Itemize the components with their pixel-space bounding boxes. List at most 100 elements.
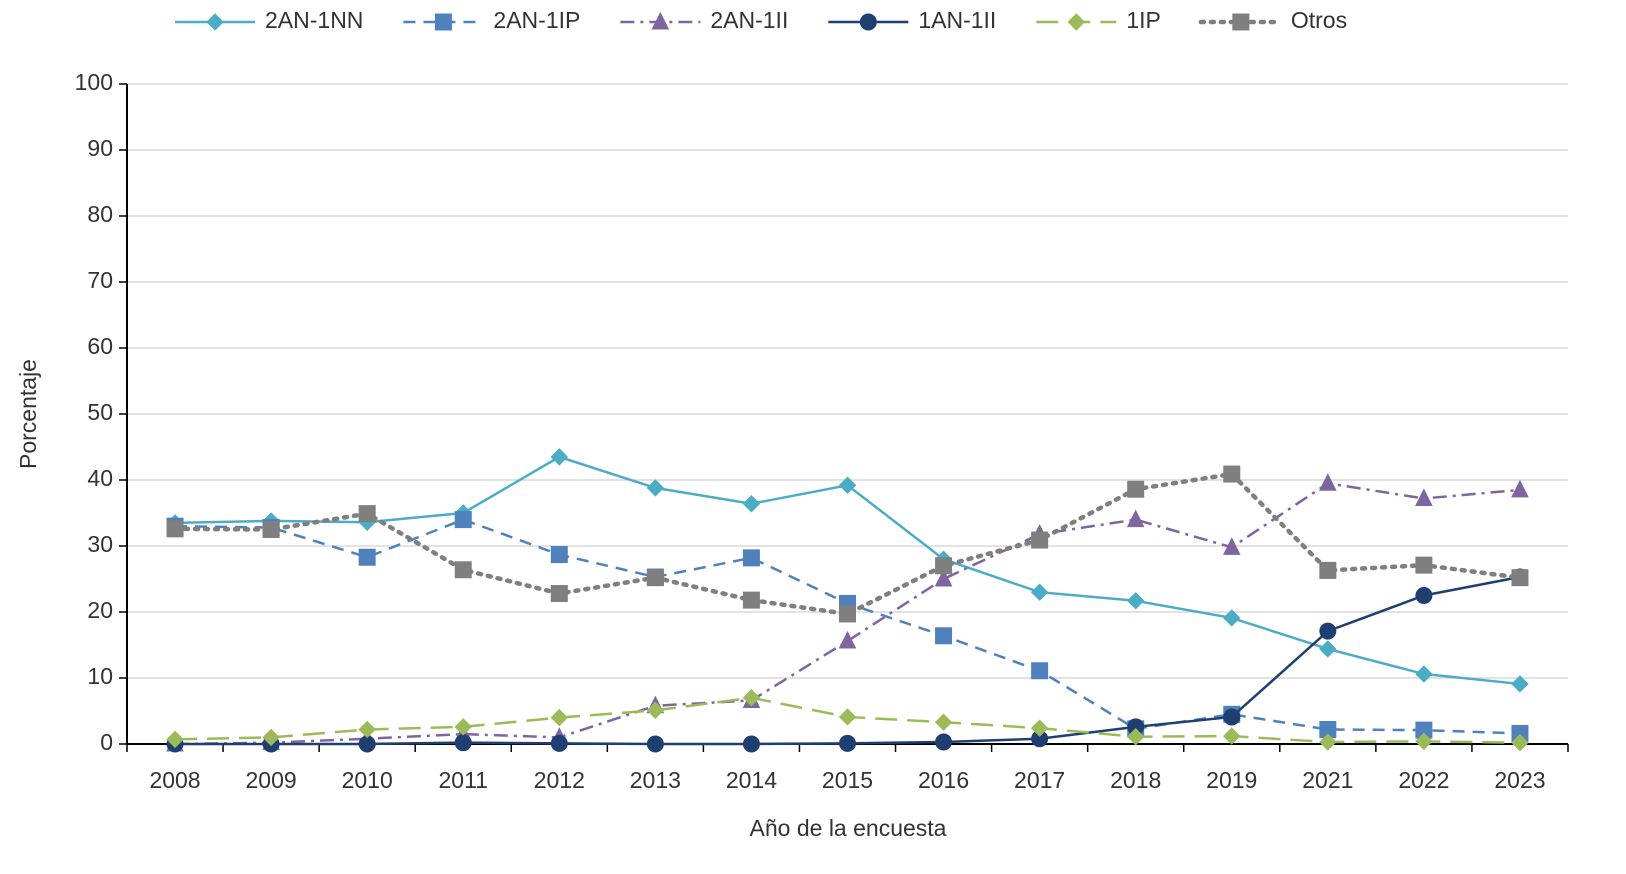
- marker: [651, 11, 670, 30]
- marker: [1223, 465, 1241, 483]
- marker: [434, 13, 452, 31]
- x-tick-label: 2018: [1110, 767, 1161, 793]
- marker: [646, 479, 665, 497]
- marker: [838, 630, 857, 649]
- marker: [358, 720, 376, 739]
- x-tick-label: 2019: [1206, 767, 1257, 793]
- x-tick-label: 2014: [726, 767, 777, 793]
- marker: [1319, 473, 1337, 491]
- marker: [1030, 719, 1049, 737]
- legend-item: 2AN-1IP: [403, 7, 580, 33]
- x-tick-label: 2015: [822, 767, 873, 793]
- marker: [1031, 662, 1049, 680]
- marker: [550, 448, 569, 466]
- legend-item: Otros: [1198, 7, 1347, 33]
- marker: [742, 689, 761, 707]
- marker: [1223, 609, 1241, 627]
- marker: [1067, 13, 1086, 31]
- x-tick-label: 2010: [342, 767, 393, 793]
- marker: [550, 734, 568, 752]
- marker: [454, 511, 472, 529]
- marker: [839, 734, 856, 752]
- y-tick-label: 80: [87, 201, 113, 227]
- y-tick-label: 50: [87, 399, 113, 425]
- marker: [358, 505, 376, 523]
- legend-label: Otros: [1291, 7, 1347, 33]
- x-tick-label: 2017: [1014, 767, 1065, 793]
- marker: [1511, 479, 1529, 498]
- x-tick-label: 2009: [246, 767, 297, 793]
- series-line: [175, 481, 1521, 746]
- marker: [1031, 531, 1049, 549]
- y-tick-label: 100: [75, 69, 113, 95]
- x-tick-label: 2021: [1302, 767, 1353, 793]
- series-line: [175, 518, 1521, 735]
- marker: [1030, 583, 1049, 601]
- series-line: [172, 471, 1523, 617]
- marker: [166, 730, 184, 749]
- marker: [206, 13, 224, 31]
- legend-label: 1AN-1II: [918, 7, 996, 33]
- marker: [550, 585, 568, 603]
- legend-item: 2AN-1II: [620, 7, 788, 33]
- marker: [1511, 733, 1529, 752]
- marker: [1222, 537, 1241, 555]
- marker: [838, 476, 857, 494]
- marker: [1415, 732, 1433, 751]
- marker: [742, 495, 761, 513]
- marker: [262, 728, 280, 747]
- marker: [1415, 488, 1433, 506]
- legend-item: 1IP: [1036, 7, 1161, 33]
- marker: [742, 591, 760, 609]
- y-tick-label: 90: [87, 135, 113, 161]
- marker: [742, 735, 760, 753]
- y-tick-label: 40: [87, 465, 113, 491]
- marker: [262, 521, 280, 538]
- marker: [838, 708, 857, 726]
- x-tick-label: 2013: [630, 767, 681, 793]
- marker: [1319, 622, 1337, 640]
- marker: [1415, 665, 1433, 683]
- marker: [742, 549, 760, 567]
- marker: [1126, 728, 1145, 746]
- marker: [935, 557, 953, 575]
- marker: [935, 627, 953, 645]
- marker: [935, 733, 953, 751]
- y-tick-label: 0: [100, 729, 113, 755]
- marker: [1415, 587, 1433, 604]
- legend-label: 1IP: [1126, 7, 1161, 33]
- x-tick-label: 2016: [918, 767, 969, 793]
- marker: [358, 735, 376, 753]
- x-tick-label: 2012: [534, 767, 585, 793]
- marker: [1415, 556, 1433, 574]
- marker: [839, 605, 856, 623]
- x-axis-title: Año de la encuesta: [750, 815, 947, 841]
- y-tick-label: 60: [87, 333, 113, 359]
- marker: [1511, 569, 1529, 587]
- legend-item: 2AN-1NN: [175, 7, 363, 33]
- marker: [1232, 13, 1250, 31]
- marker: [934, 568, 953, 587]
- marker: [454, 734, 472, 752]
- marker: [454, 561, 472, 579]
- x-tick-label: 2022: [1398, 767, 1449, 793]
- legend-label: 2AN-1II: [710, 7, 788, 33]
- marker: [1223, 727, 1241, 745]
- marker: [454, 718, 472, 736]
- marker: [1126, 509, 1145, 528]
- marker: [550, 546, 568, 564]
- marker: [550, 708, 569, 727]
- marker: [166, 520, 184, 538]
- y-axis-title: Porcentaje: [15, 359, 41, 469]
- y-tick-label: 20: [87, 597, 113, 623]
- marker: [646, 701, 665, 720]
- y-tick-label: 30: [87, 531, 113, 557]
- marker: [1319, 640, 1337, 658]
- x-tick-label: 2023: [1494, 767, 1545, 793]
- marker: [646, 569, 664, 587]
- marker: [934, 713, 953, 731]
- marker: [859, 13, 877, 31]
- legend-item: 1AN-1II: [828, 7, 996, 33]
- x-tick-label: 2011: [438, 767, 487, 793]
